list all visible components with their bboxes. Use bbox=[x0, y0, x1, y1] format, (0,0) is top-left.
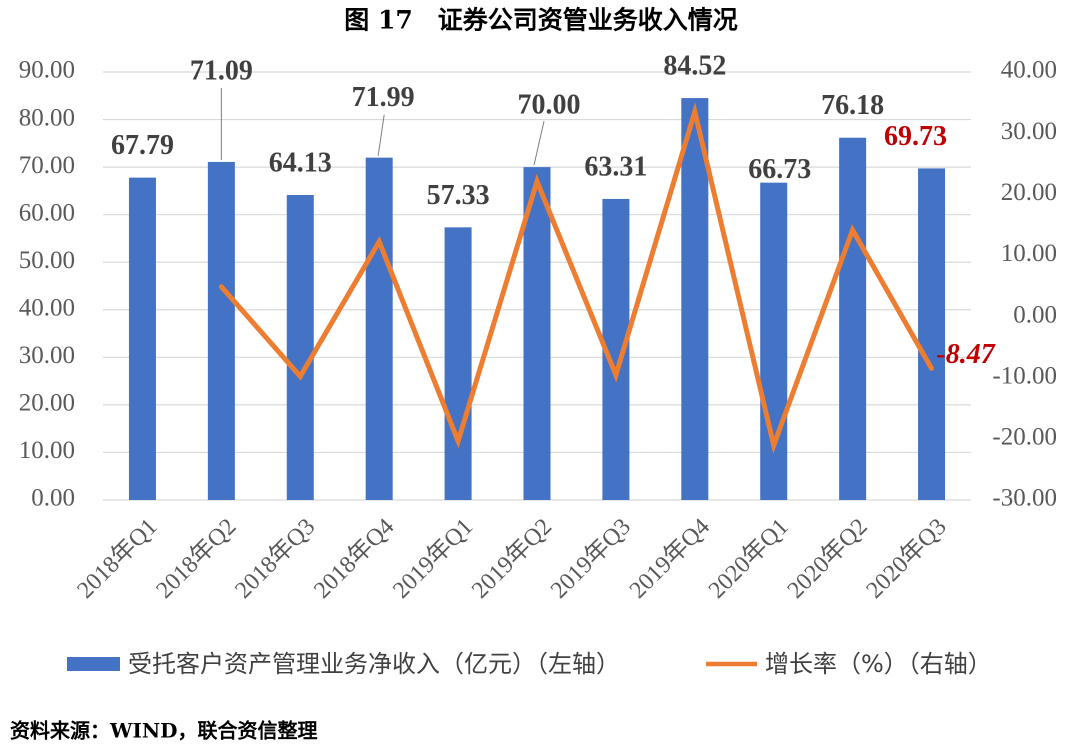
x-axis-category-label: 2019年Q1 bbox=[387, 513, 478, 604]
left-axis-tick-label: 90.00 bbox=[19, 57, 75, 84]
revenue-bar-value-label: 64.13 bbox=[269, 147, 332, 178]
legend-label-revenue: 受托客户资产管理业务净收入（亿元）（左轴） bbox=[128, 650, 620, 678]
revenue-bar-value-label: 67.79 bbox=[111, 130, 174, 161]
left-axis-tick-label: 80.00 bbox=[19, 104, 75, 131]
x-axis-category-label: 2019年Q4 bbox=[624, 513, 715, 604]
revenue-bar bbox=[286, 195, 314, 500]
revenue-bar-value-label: 71.99 bbox=[352, 82, 415, 113]
x-axis-category-label: 2020年Q2 bbox=[782, 513, 873, 604]
growth-rate-point bbox=[455, 438, 461, 444]
revenue-bar-value-label: 57.33 bbox=[427, 180, 490, 211]
line-series bbox=[218, 102, 935, 454]
growth-rate-point bbox=[376, 239, 382, 245]
left-axis-tick-label: 60.00 bbox=[19, 199, 75, 226]
revenue-bar bbox=[444, 227, 472, 500]
legend: 受托客户资产管理业务净收入（亿元）（左轴） 增长率（%）（右轴） bbox=[67, 650, 992, 678]
growth-rate-point bbox=[218, 284, 224, 290]
revenue-bar-value-label: 66.73 bbox=[748, 154, 811, 185]
x-axis-category-label: 2019年Q2 bbox=[466, 513, 557, 604]
x-axis-category-label: 2018年Q1 bbox=[72, 513, 163, 604]
revenue-bar-value-label: 71.09 bbox=[190, 55, 253, 86]
growth-rate-point bbox=[534, 178, 540, 184]
x-axis-category-label: 2018年Q4 bbox=[309, 513, 400, 604]
revenue-bar bbox=[918, 168, 946, 500]
revenue-bar-value-label: 76.18 bbox=[821, 90, 884, 121]
right-axis-tick-label: 20.00 bbox=[1001, 179, 1057, 206]
growth-rate-line bbox=[219, 102, 934, 454]
growth-rate-point bbox=[850, 227, 856, 233]
chart-title: 图 17 证券公司资管业务收入情况 bbox=[344, 6, 738, 35]
data-label-leader-line bbox=[533, 121, 545, 166]
right-axis-tick-label: -20.00 bbox=[992, 424, 1057, 451]
data-label-leader-line bbox=[377, 114, 385, 156]
right-axis-tick-label: 0.00 bbox=[1013, 301, 1057, 328]
revenue-bar bbox=[365, 157, 393, 500]
x-axis-category-label: 2020年Q3 bbox=[861, 513, 952, 604]
revenue-bar bbox=[207, 161, 235, 500]
left-axis-tick-label: 20.00 bbox=[19, 390, 75, 417]
growth-rate-point bbox=[929, 365, 935, 371]
right-axis-tick-label: 30.00 bbox=[1001, 118, 1057, 145]
growth-rate-point bbox=[692, 109, 698, 115]
right-axis-tick-label: -10.00 bbox=[992, 362, 1057, 389]
revenue-bar-value-label: 63.31 bbox=[584, 151, 647, 182]
left-axis-tick-label: 70.00 bbox=[19, 152, 75, 179]
x-axis-category-label: 2020年Q1 bbox=[703, 513, 794, 604]
left-axis-tick-label: 0.00 bbox=[31, 485, 75, 512]
revenue-bar bbox=[523, 167, 551, 500]
revenue-bar bbox=[681, 98, 709, 500]
right-axis-tick-label: -30.00 bbox=[992, 485, 1057, 512]
left-axis-tick-label: 40.00 bbox=[19, 295, 75, 322]
growth-rate-point bbox=[613, 372, 619, 378]
left-axis-tick-label: 50.00 bbox=[19, 247, 75, 274]
revenue-bar-value-label: 70.00 bbox=[518, 90, 581, 121]
x-axis-category-label: 2018年Q2 bbox=[151, 513, 242, 604]
legend-swatch-revenue bbox=[67, 657, 120, 671]
right-axis-tick-label: 40.00 bbox=[1001, 57, 1057, 84]
left-axis-tick-label: 10.00 bbox=[19, 437, 75, 464]
revenue-bar-value-label: 84.52 bbox=[663, 50, 726, 81]
x-axis-category-label: 2018年Q3 bbox=[230, 513, 321, 604]
growth-rate-point bbox=[771, 442, 777, 448]
growth-rate-point bbox=[297, 373, 303, 379]
x-axis-category-label: 2019年Q3 bbox=[545, 513, 636, 604]
left-axis-tick-label: 30.00 bbox=[19, 342, 75, 369]
source-note: 资料来源：WIND，联合资信整理 bbox=[10, 719, 317, 743]
bar-series bbox=[128, 98, 946, 500]
right-axis-tick-label: 10.00 bbox=[1001, 240, 1057, 267]
revenue-bar-value-label: 69.73 bbox=[884, 121, 947, 152]
revenue-bar bbox=[128, 177, 156, 500]
revenue-bar bbox=[839, 137, 867, 500]
growth-rate-value-label: -8.47 bbox=[936, 339, 995, 370]
legend-label-growth: 增长率（%）（右轴） bbox=[765, 650, 992, 678]
